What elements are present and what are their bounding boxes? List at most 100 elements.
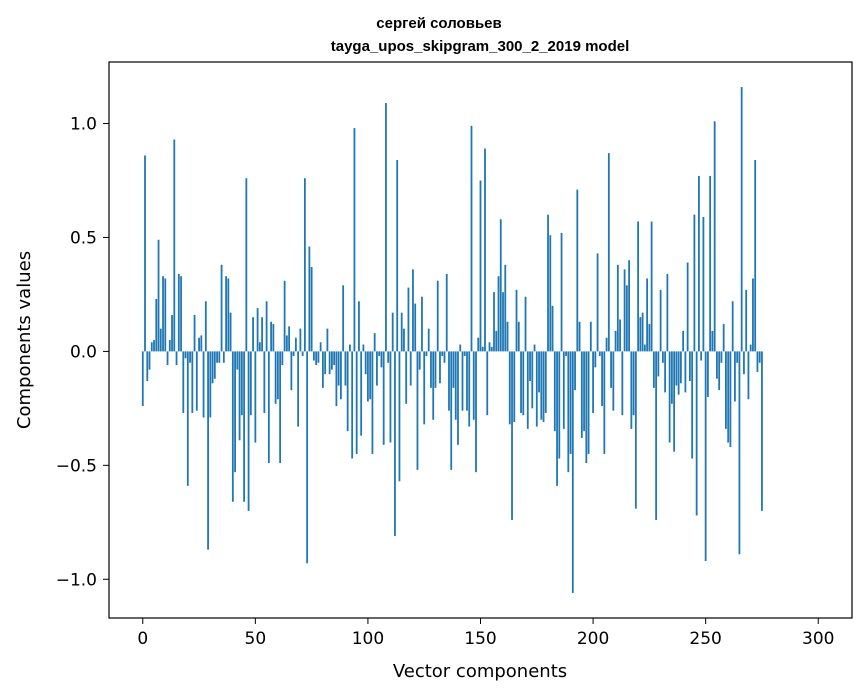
bar-69 xyxy=(297,351,300,427)
bar-117 xyxy=(405,351,408,404)
bar-144 xyxy=(466,351,468,411)
bar-129 xyxy=(432,351,435,420)
bar-234 xyxy=(668,351,671,443)
bar-39 xyxy=(229,312,232,352)
bar-232 xyxy=(664,351,667,393)
bar-253 xyxy=(711,330,714,352)
bar-17 xyxy=(180,276,182,352)
bar-151 xyxy=(481,346,484,352)
bar-90 xyxy=(344,351,347,386)
bar-230 xyxy=(659,289,662,352)
bar-222 xyxy=(641,312,644,352)
bar-84 xyxy=(331,351,333,370)
bar-256 xyxy=(718,351,721,391)
bar-111 xyxy=(391,312,394,352)
bar-160 xyxy=(502,292,504,352)
bar-241 xyxy=(684,351,687,393)
chart-subtitle: tayga_upos_skipgram_300_2_2019 model xyxy=(331,38,630,55)
bar-29 xyxy=(207,351,209,550)
bar-273 xyxy=(756,351,759,372)
bar-143 xyxy=(463,351,466,356)
bar-270 xyxy=(749,344,752,352)
bar-1 xyxy=(144,155,146,352)
bar-127 xyxy=(427,328,430,352)
bar-2 xyxy=(146,351,149,382)
bar-89 xyxy=(342,285,345,352)
bar-25 xyxy=(198,337,200,352)
y-tick-label: −0.5 xyxy=(56,456,97,476)
bar-141 xyxy=(459,344,462,352)
bar-209 xyxy=(612,351,615,411)
bar-15 xyxy=(175,351,178,366)
bar-57 xyxy=(270,321,273,352)
bar-21 xyxy=(189,351,191,363)
bar-82 xyxy=(326,328,329,352)
bar-258 xyxy=(722,324,725,352)
bar-183 xyxy=(553,351,556,432)
bar-18 xyxy=(182,351,185,413)
bar-168 xyxy=(520,351,522,413)
bar-31 xyxy=(211,351,214,384)
bar-197 xyxy=(585,351,588,464)
bar-162 xyxy=(506,321,509,352)
bar-87 xyxy=(337,351,340,386)
bar-157 xyxy=(495,330,498,352)
bar-166 xyxy=(515,289,518,352)
bar-110 xyxy=(389,351,392,443)
bar-235 xyxy=(670,351,673,404)
bar-72 xyxy=(303,178,306,352)
bar-104 xyxy=(376,351,378,386)
bar-6 xyxy=(155,298,158,352)
bar-20 xyxy=(186,351,189,486)
bar-78 xyxy=(317,351,320,363)
bar-213 xyxy=(621,351,624,416)
bar-76 xyxy=(312,351,315,361)
bar-40 xyxy=(231,351,234,502)
bar-133 xyxy=(441,351,444,356)
bar-59 xyxy=(274,351,277,404)
bar-85 xyxy=(333,351,336,366)
bar-27 xyxy=(202,351,205,418)
bar-220 xyxy=(637,221,640,352)
bar-118 xyxy=(407,287,410,352)
x-tick-label: 150 xyxy=(464,629,496,649)
bar-196 xyxy=(583,351,585,432)
bar-33 xyxy=(216,351,218,363)
bar-22 xyxy=(191,351,194,413)
bar-47 xyxy=(247,351,250,511)
plot-frame xyxy=(108,61,853,619)
bar-10 xyxy=(164,278,167,352)
bar-91 xyxy=(346,351,349,432)
bar-269 xyxy=(747,351,750,400)
bar-203 xyxy=(598,351,601,356)
bar-204 xyxy=(601,351,603,407)
bar-245 xyxy=(693,214,696,352)
bars-group xyxy=(141,87,763,593)
bar-163 xyxy=(508,351,511,425)
bar-255 xyxy=(716,351,718,379)
bar-75 xyxy=(310,267,313,352)
bar-164 xyxy=(511,351,513,521)
bar-252 xyxy=(709,175,712,352)
bar-41 xyxy=(234,351,236,473)
bar-61 xyxy=(279,351,282,464)
bar-7 xyxy=(157,239,160,352)
bar-243 xyxy=(688,351,691,382)
bar-233 xyxy=(666,273,669,352)
bar-165 xyxy=(513,351,516,423)
chart-title: сергей соловьев xyxy=(376,15,501,32)
bar-257 xyxy=(720,351,723,363)
bar-115 xyxy=(400,312,403,352)
bar-189 xyxy=(567,351,570,473)
bar-86 xyxy=(335,351,338,407)
bar-187 xyxy=(562,351,565,429)
bar-19 xyxy=(184,351,187,359)
y-axis-label: Components values xyxy=(14,251,35,429)
bar-114 xyxy=(398,351,401,482)
bar-251 xyxy=(707,351,709,397)
bar-64 xyxy=(285,335,288,352)
bar-36 xyxy=(222,351,225,363)
bar-138 xyxy=(452,351,455,388)
bar-210 xyxy=(614,330,617,352)
bar-120 xyxy=(412,269,414,352)
